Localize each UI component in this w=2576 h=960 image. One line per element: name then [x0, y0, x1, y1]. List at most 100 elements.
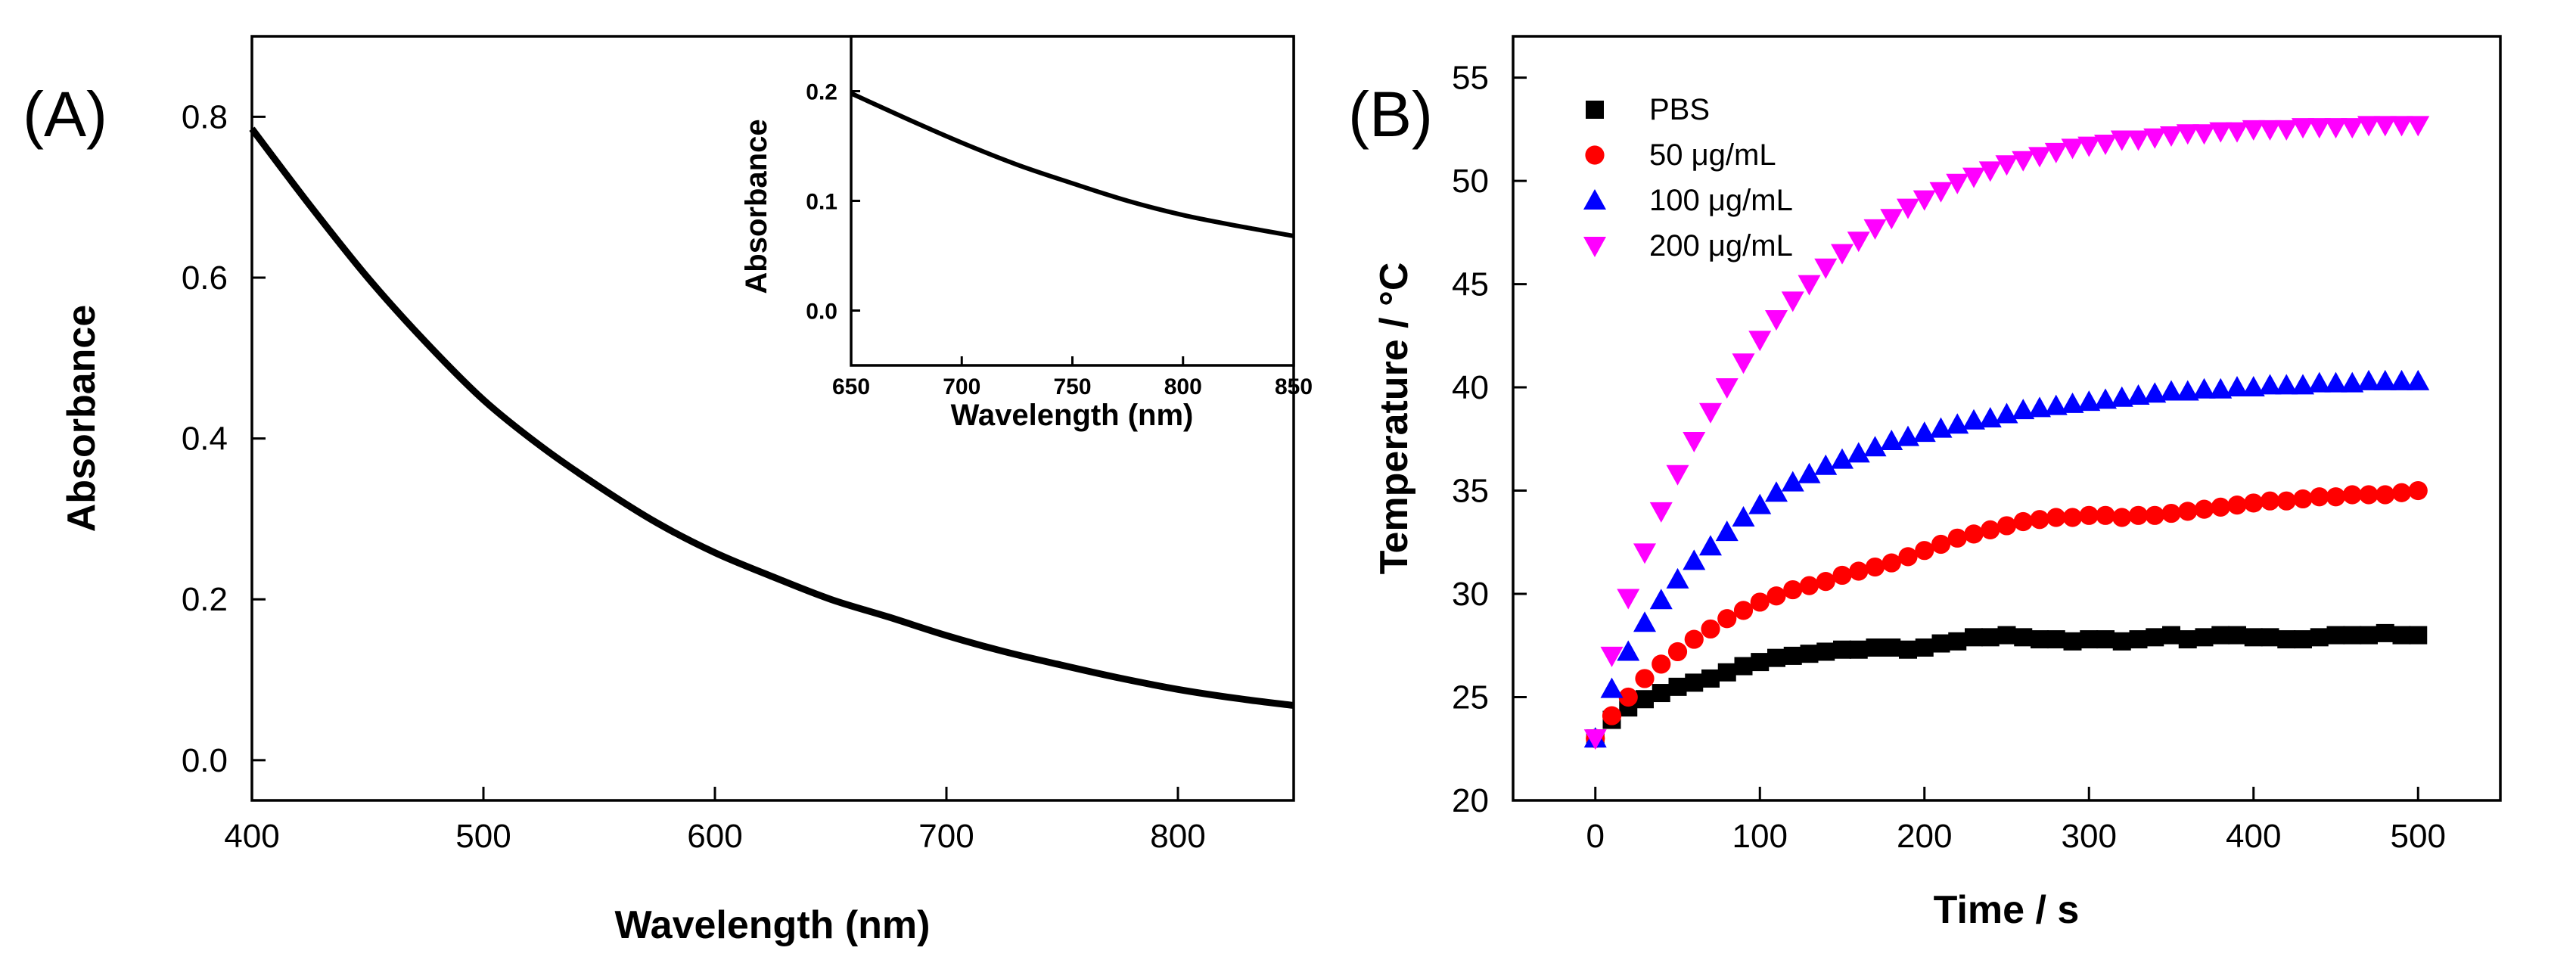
data-point	[1897, 425, 1919, 446]
data-point	[1899, 640, 1917, 659]
data-point	[1635, 669, 1655, 688]
data-point	[1717, 663, 1736, 682]
data-point	[1618, 687, 1638, 707]
panel-a-frame	[250, 35, 1295, 802]
data-point	[1667, 642, 1688, 662]
data-point	[1946, 173, 1969, 194]
data-point	[1583, 729, 1607, 750]
data-point	[1617, 589, 1640, 610]
legend-marker	[1583, 237, 1606, 257]
data-point	[1832, 565, 1852, 586]
data-point	[1880, 209, 1903, 230]
data-point	[2143, 382, 2167, 403]
data-point	[2044, 394, 2068, 415]
data-point	[2012, 151, 2035, 172]
data-point	[1783, 579, 1803, 600]
panel-b-y-tick-label: 40	[1452, 369, 1489, 406]
data-point	[2209, 122, 2233, 143]
data-point	[1798, 275, 1821, 296]
legend-label-200: 200 μg/mL	[1649, 229, 1793, 263]
data-point	[2260, 491, 2280, 511]
data-point	[2176, 380, 2199, 401]
inset-x-tick-label: 800	[1164, 374, 1202, 399]
data-point	[1833, 640, 1851, 659]
data-point	[1668, 677, 1687, 696]
data-point	[2094, 388, 2117, 409]
data-point	[2195, 628, 2214, 647]
data-point	[1882, 553, 1901, 573]
data-point	[2376, 623, 2394, 642]
data-point	[2161, 503, 2181, 523]
data-point	[2077, 390, 2101, 412]
panel-b-x-axis-title: Time / s	[1934, 888, 2080, 932]
data-point	[2096, 505, 2115, 525]
data-point	[2143, 128, 2167, 149]
panel-b-x-tick-label: 500	[2391, 818, 2446, 855]
data-point	[1652, 654, 1671, 674]
data-point	[2307, 118, 2331, 139]
panel-b-label: (B)	[1348, 79, 1433, 150]
data-point	[1865, 557, 1885, 577]
panel-b-x-tick-label: 300	[2062, 818, 2117, 855]
data-point	[1995, 155, 2018, 176]
data-point	[1633, 611, 1656, 632]
panel-b-x-tick-label: 400	[2226, 818, 2281, 855]
data-point	[2046, 508, 2066, 527]
data-point	[2407, 116, 2430, 137]
inset-y-tick-label: 0.1	[806, 190, 837, 215]
panel-b-data-points	[1583, 116, 2430, 750]
panel-a-y-tick-label: 0.4	[182, 421, 228, 458]
data-point	[2357, 369, 2380, 390]
panel-b-y-tick-label: 50	[1452, 163, 1489, 200]
data-point	[2226, 376, 2248, 397]
panel-a-x-tick-label: 800	[1150, 818, 1205, 855]
data-point	[1684, 629, 1704, 649]
data-point	[1683, 549, 1706, 570]
data-point	[2013, 511, 2033, 532]
data-point	[1880, 430, 1903, 451]
data-point	[2392, 626, 2411, 645]
data-point	[2258, 120, 2282, 141]
data-point	[1866, 638, 1885, 657]
data-point	[2275, 374, 2298, 395]
data-point	[1683, 432, 1706, 453]
data-point	[1948, 632, 1967, 651]
data-point	[1666, 567, 1689, 589]
data-point	[2342, 485, 2362, 505]
inset-x-tick-label: 700	[943, 374, 980, 399]
panel-a-y-tick-label: 0.8	[182, 98, 228, 135]
data-point	[2391, 483, 2412, 502]
data-point	[2176, 124, 2199, 145]
data-point	[1602, 706, 1622, 725]
inset-frame	[850, 35, 1295, 367]
data-point	[2326, 626, 2345, 645]
panel-b-x-tick-label: 0	[1586, 818, 1605, 855]
data-point	[2030, 510, 2049, 530]
data-point	[2127, 384, 2150, 405]
data-point	[2390, 116, 2413, 137]
data-point	[1799, 576, 1819, 595]
data-point	[2373, 369, 2397, 390]
data-point	[1715, 520, 1739, 542]
data-point	[1798, 462, 1821, 483]
data-point	[2310, 487, 2329, 507]
data-point	[2044, 142, 2068, 163]
data-point	[2307, 371, 2331, 393]
data-point	[2209, 377, 2233, 399]
inset-absorbance-curve	[850, 91, 1294, 238]
data-point	[2080, 630, 2099, 649]
data-point	[2061, 392, 2084, 413]
data-point	[1913, 190, 1936, 211]
panel-b: (B) 0 100 200 300 400 500 20 25 30 35 40 45 50 55 Tim…	[1348, 35, 2502, 932]
data-point	[1781, 471, 1804, 492]
data-point	[1649, 589, 1673, 610]
data-point	[2343, 626, 2362, 645]
data-point	[2096, 630, 2115, 649]
data-point	[2359, 485, 2379, 505]
data-point	[2145, 505, 2164, 525]
panel-a-x-tick-label: 600	[687, 818, 742, 855]
data-point	[1962, 167, 1985, 188]
data-point	[1897, 198, 1919, 219]
data-point	[1732, 353, 1755, 374]
data-point	[1962, 409, 1985, 430]
